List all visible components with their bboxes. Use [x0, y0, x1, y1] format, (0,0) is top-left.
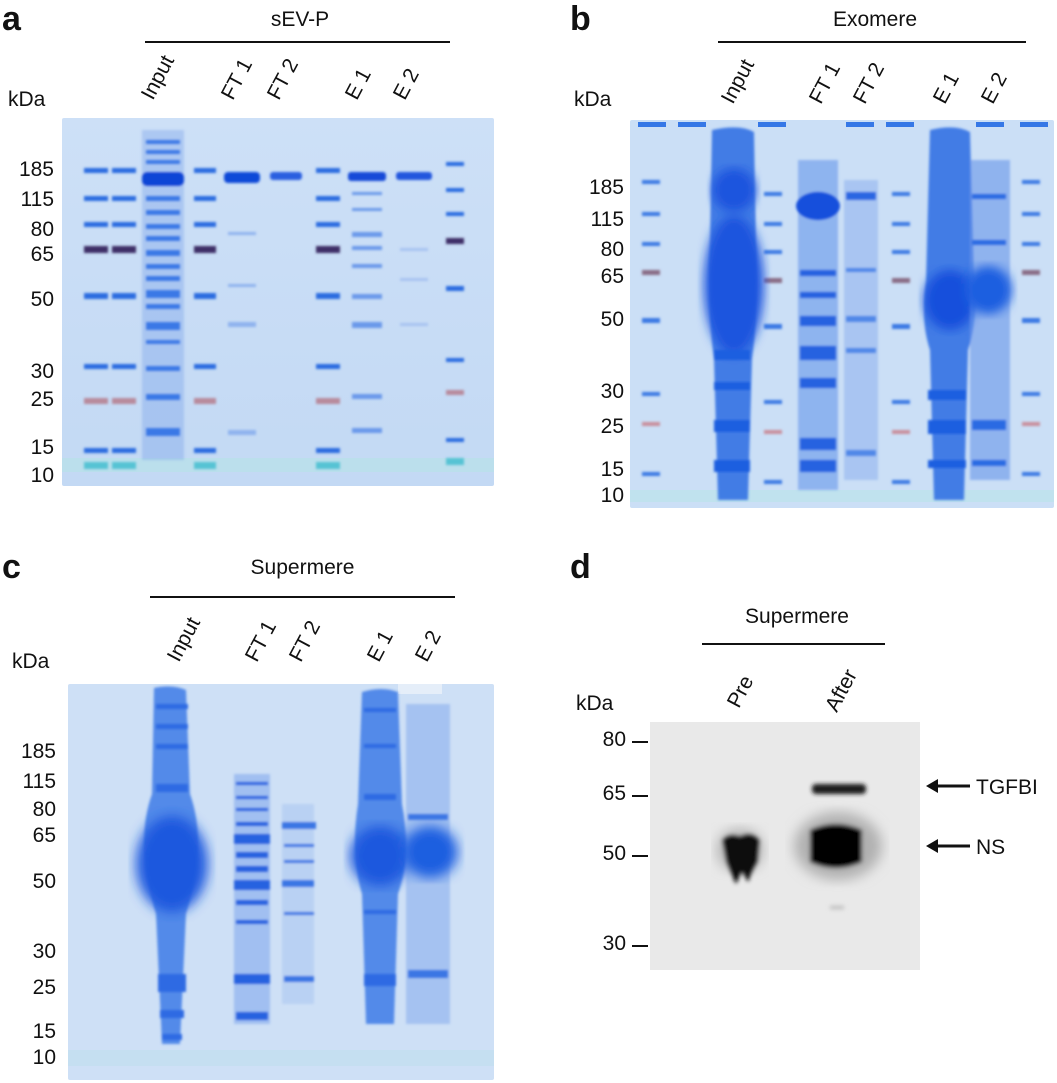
panel-d-title: Supermere	[745, 605, 849, 628]
panel-d-tick-80	[632, 741, 648, 743]
panel-b-mw-25: 25	[600, 415, 624, 438]
panel-d-mw-50: 50	[602, 842, 626, 865]
panel-c-lane-ft2: FT 2	[284, 616, 326, 666]
panel-b-mw-185: 185	[588, 176, 624, 199]
panel-d-kda-label: kDa	[576, 692, 614, 715]
panel-d-tick-30	[632, 945, 648, 947]
panel-b-lane-ft2: FT 2	[848, 58, 890, 108]
panel-a-mw-25: 25	[30, 388, 54, 411]
panel-c-title: Supermere	[250, 556, 355, 579]
panel-b-gel-image	[630, 120, 1054, 508]
panel-a-lane-e1: E 1	[340, 64, 376, 104]
panel-label-a: a	[2, 0, 21, 38]
panel-a-mw-65: 65	[30, 243, 54, 266]
panel-b-mw-50: 50	[600, 308, 624, 331]
panel-a-lane-e2: E 2	[388, 64, 424, 104]
panel-b-lane-input: Input	[716, 55, 760, 108]
panel-c-lane-e2: E 2	[410, 626, 446, 666]
panel-b-lane-e2: E 2	[976, 68, 1012, 108]
panel-label-d: d	[570, 548, 591, 586]
panel-a-lane-input: Input	[136, 51, 180, 104]
panel-a-kda-label: kDa	[8, 88, 46, 111]
panel-c-mw-185: 185	[20, 740, 56, 763]
panel-a-mw-15: 15	[30, 436, 54, 459]
panel-a-lane-ft2: FT 2	[262, 54, 304, 104]
panel-c-mw-10: 10	[32, 1046, 56, 1069]
panel-d-mw-65: 65	[602, 782, 626, 805]
panel-c-kda-label: kDa	[12, 650, 50, 673]
panel-b-mw-15: 15	[600, 458, 624, 481]
panel-a-mw-50: 50	[30, 288, 54, 311]
panel-c-mw-80: 80	[32, 798, 56, 821]
panel-b-mw-10: 10	[600, 484, 624, 507]
panel-a-title: sEV-P	[270, 8, 330, 31]
ns-label: NS	[976, 836, 1006, 859]
panel-b-title-rule	[718, 41, 1026, 43]
panel-c-lane-ft1: FT 1	[240, 616, 282, 666]
panel-d-title-rule	[702, 643, 885, 645]
panel-c-lane-e1: E 1	[362, 626, 398, 666]
tgfbi-label: TGFBI	[976, 776, 1038, 799]
panel-c-mw-50: 50	[32, 870, 56, 893]
ns-arrow-icon	[926, 836, 970, 861]
panel-d-mw-80: 80	[602, 728, 626, 751]
panel-a-mw-30: 30	[30, 360, 54, 383]
panel-b-mw-80: 80	[600, 238, 624, 261]
panel-a-mw-10: 10	[30, 464, 54, 487]
panel-d-lane-after: After	[820, 665, 862, 716]
panel-a-mw-80: 80	[30, 218, 54, 241]
panel-b-mw-115: 115	[590, 208, 624, 231]
panel-c-lane-input: Input	[162, 613, 206, 666]
panel-c-mw-115: 115	[22, 770, 56, 793]
panel-b-mw-30: 30	[600, 380, 624, 403]
panel-d-tick-65	[632, 795, 648, 797]
panel-a-title-rule	[145, 41, 450, 43]
panel-d-mw-30: 30	[602, 932, 626, 955]
panel-d-lane-pre: Pre	[722, 671, 759, 712]
panel-label-b: b	[570, 0, 591, 38]
panel-c-gel-image	[68, 684, 494, 1080]
panel-a-lane-ft1: FT 1	[216, 54, 258, 104]
panel-a-mw-185: 185	[18, 158, 54, 181]
panel-b-lane-ft1: FT 1	[804, 58, 846, 108]
panel-c-mw-15: 15	[32, 1020, 56, 1043]
panel-d-tick-50	[632, 855, 648, 857]
panel-c-mw-25: 25	[32, 976, 56, 999]
panel-b-lane-e1: E 1	[928, 68, 964, 108]
panel-c-title-rule	[150, 596, 455, 598]
panel-c-mw-30: 30	[32, 940, 56, 963]
panel-b-mw-65: 65	[600, 265, 624, 288]
panel-d-western-blot	[650, 722, 920, 970]
panel-c-mw-65: 65	[32, 824, 56, 847]
panel-label-c: c	[2, 548, 21, 586]
panel-b-title: Exomere	[832, 8, 918, 31]
tgfbi-arrow-icon	[926, 776, 970, 801]
panel-a-mw-115: 115	[20, 188, 54, 211]
panel-b-kda-label: kDa	[574, 88, 612, 111]
panel-a-gel-image	[62, 118, 494, 486]
